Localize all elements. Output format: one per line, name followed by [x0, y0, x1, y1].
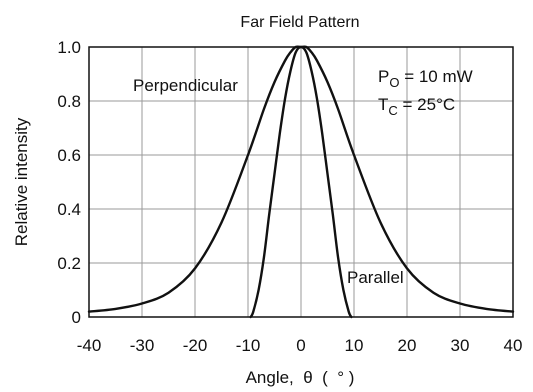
x-tick-label: -40 — [77, 336, 102, 355]
x-tick-label: -30 — [130, 336, 155, 355]
y-tick-label: 0 — [72, 308, 81, 327]
condition-temperature-symbol: T — [378, 95, 388, 114]
series-lines — [87, 45, 515, 319]
annotation-perpendicular: Perpendicular — [133, 76, 238, 95]
x-tick-labels: -40 -30 -20 -10 0 10 20 30 40 — [77, 336, 523, 355]
condition-temperature-value: = 25°C — [398, 95, 455, 114]
condition-power-symbol: P — [378, 67, 389, 86]
x-tick-label: -10 — [236, 336, 261, 355]
series-line-parallel — [249, 45, 353, 319]
y-axis-label: Relative intensity — [12, 117, 31, 246]
condition-power-value: = 10 mW — [399, 67, 472, 86]
y-tick-label: 0.4 — [57, 200, 81, 219]
y-tick-labels: 0 0.2 0.4 0.6 0.8 1.0 — [57, 38, 81, 327]
x-axis-label: Angle, θ ( ° ) — [246, 368, 355, 387]
y-tick-label: 0.2 — [57, 254, 81, 273]
x-tick-label: 40 — [504, 336, 523, 355]
x-tick-label: 20 — [398, 336, 417, 355]
condition-temperature-subscript: C — [388, 103, 397, 118]
annotation-parallel: Parallel — [347, 268, 404, 287]
x-tick-label: 10 — [345, 336, 364, 355]
y-tick-label: 0.6 — [57, 146, 81, 165]
condition-temperature: TC = 25°C — [378, 95, 455, 118]
x-tick-label: 30 — [451, 336, 470, 355]
x-tick-label: 0 — [296, 336, 305, 355]
chart-title: Far Field Pattern — [240, 14, 359, 31]
grid-lines — [88, 46, 514, 318]
x-tick-label: -20 — [183, 336, 208, 355]
y-tick-label: 1.0 — [57, 38, 81, 57]
condition-power: PO = 10 mW — [378, 67, 473, 90]
condition-power-subscript: O — [389, 75, 399, 90]
y-tick-label: 0.8 — [57, 92, 81, 111]
